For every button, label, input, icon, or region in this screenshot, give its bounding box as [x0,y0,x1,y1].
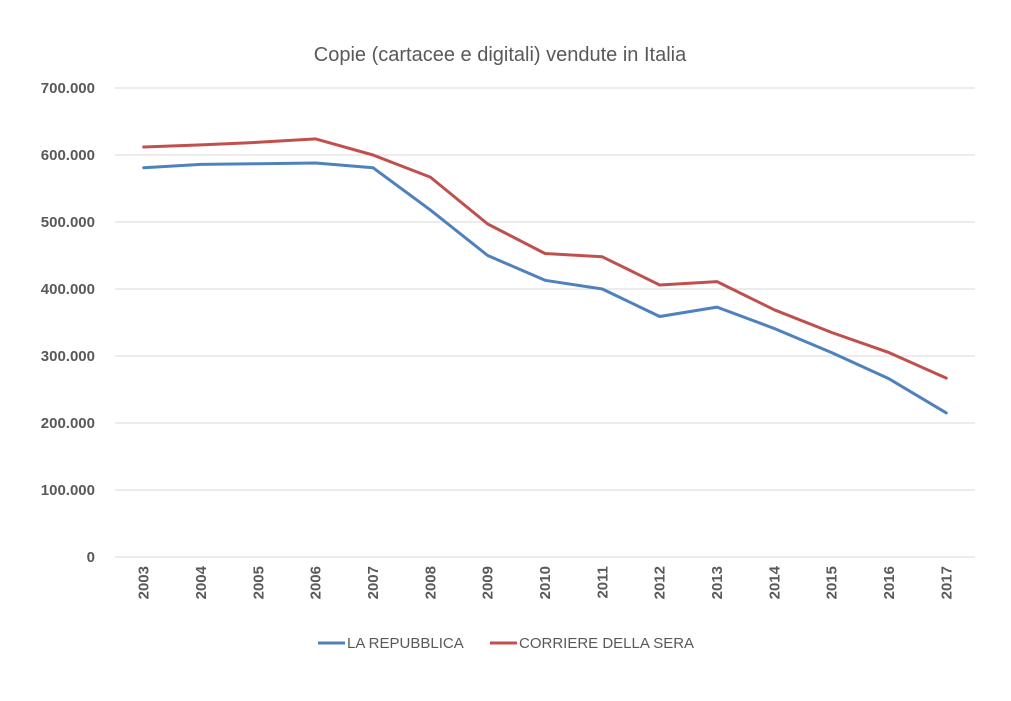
y-tick-label: 100.000 [41,482,95,499]
legend-label-1: CORRIERE DELLA SERA [519,635,694,652]
y-tick-label: 300.000 [41,348,95,365]
x-tick-label: 2012 [652,566,669,599]
x-tick-label: 2008 [422,566,439,599]
x-tick-label: 2004 [193,565,210,599]
x-tick-label: 2017 [938,566,955,599]
gridlines [115,87,975,558]
series-lines [142,137,948,415]
x-tick-label: 2005 [250,566,267,599]
chart-title: Copie (cartacee e digitali) vendute in I… [314,44,687,66]
series-line-0 [142,161,948,415]
y-tick-label: 700.000 [41,80,95,97]
x-tick-label: 2013 [709,566,726,599]
y-tick-label: 600.000 [41,147,95,164]
y-axis-tick-labels: 0 100.000 200.000 300.000 400.000 500.000 600.… [41,80,95,566]
x-tick-label: 2014 [766,565,783,599]
x-tick-label: 2003 [136,566,153,599]
series-line-1 [142,137,948,380]
x-axis-tick-labels: 2003 2004 2005 2006 2007 2008 2009 2010 2011 2012… [136,565,956,599]
legend-label-0: LA REPUBBLICA [347,635,464,652]
x-tick-label: 2009 [480,566,497,599]
y-tick-label: 500.000 [41,214,95,231]
x-tick-label: 2015 [824,566,841,599]
y-tick-label: 0 [87,549,95,566]
legend: LA REPUBBLICA CORRIERE DELLA SERA [318,635,694,652]
x-tick-label: 2007 [365,566,382,599]
x-tick-label: 2010 [537,566,554,599]
y-tick-label: 200.000 [41,415,95,432]
x-tick-label: 2006 [308,566,325,599]
x-tick-label: 2016 [881,566,898,599]
y-tick-label: 400.000 [41,281,95,298]
x-tick-label: 2011 [594,566,611,599]
